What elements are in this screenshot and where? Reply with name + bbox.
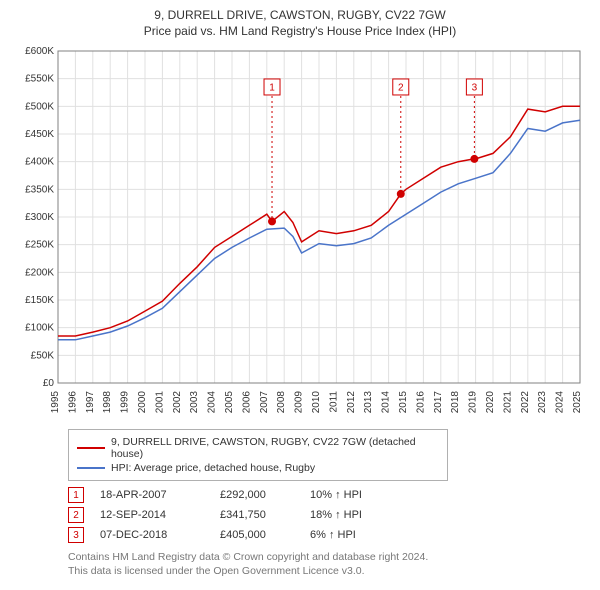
chart-svg: £0 £50K £100K £150K £200K £250K £300K £350K £400…	[10, 45, 590, 425]
svg-text:£100K: £100K	[25, 323, 54, 334]
legend-item-property: 9, DURRELL DRIVE, CAWSTON, RUGBY, CV22 7…	[77, 436, 439, 460]
svg-text:2003: 2003	[189, 391, 200, 414]
event-delta: 10% ↑ HPI	[310, 489, 390, 501]
svg-text:2021: 2021	[502, 391, 513, 414]
svg-text:2014: 2014	[381, 391, 392, 414]
event-date: 07-DEC-2018	[100, 529, 220, 541]
svg-text:2005: 2005	[224, 391, 235, 414]
svg-text:£550K: £550K	[25, 74, 54, 85]
svg-text:2010: 2010	[311, 391, 322, 414]
svg-text:2011: 2011	[328, 391, 339, 413]
svg-text:£600K: £600K	[25, 46, 54, 57]
event-date: 18-APR-2007	[100, 489, 220, 501]
svg-text:2024: 2024	[555, 391, 566, 414]
svg-text:2009: 2009	[294, 391, 305, 414]
svg-text:2025: 2025	[572, 391, 583, 414]
svg-text:2018: 2018	[450, 391, 461, 414]
svg-text:£0: £0	[43, 378, 55, 389]
svg-text:1: 1	[269, 83, 275, 94]
legend-swatch	[77, 447, 105, 449]
chart-title: 9, DURRELL DRIVE, CAWSTON, RUGBY, CV22 7…	[10, 8, 590, 39]
legend-item-hpi: HPI: Average price, detached house, Rugb…	[77, 462, 439, 474]
svg-text:2020: 2020	[485, 391, 496, 414]
svg-text:£500K: £500K	[25, 102, 54, 113]
svg-text:2008: 2008	[276, 391, 287, 414]
svg-text:2004: 2004	[207, 391, 218, 414]
event-price: £292,000	[220, 489, 310, 501]
svg-text:2023: 2023	[537, 391, 548, 414]
svg-text:1996: 1996	[67, 391, 78, 414]
svg-text:2012: 2012	[346, 391, 357, 414]
svg-text:£450K: £450K	[25, 129, 54, 140]
svg-text:2006: 2006	[241, 391, 252, 414]
svg-text:2013: 2013	[363, 391, 374, 414]
svg-text:1995: 1995	[50, 391, 61, 414]
legend-label: 9, DURRELL DRIVE, CAWSTON, RUGBY, CV22 7…	[111, 436, 439, 460]
svg-text:1997: 1997	[85, 391, 96, 414]
event-price: £405,000	[220, 529, 310, 541]
legend: 9, DURRELL DRIVE, CAWSTON, RUGBY, CV22 7…	[68, 429, 448, 481]
svg-text:2019: 2019	[468, 391, 479, 414]
event-delta: 18% ↑ HPI	[310, 509, 390, 521]
chart: £0 £50K £100K £150K £200K £250K £300K £350K £400…	[10, 45, 590, 425]
svg-text:2001: 2001	[154, 391, 165, 414]
event-badge: 1	[68, 487, 84, 503]
event-delta: 6% ↑ HPI	[310, 529, 390, 541]
svg-text:2017: 2017	[433, 391, 444, 414]
title-address: 9, DURRELL DRIVE, CAWSTON, RUGBY, CV22 7…	[10, 8, 590, 24]
svg-text:£250K: £250K	[25, 240, 54, 251]
event-price: £341,750	[220, 509, 310, 521]
svg-text:£350K: £350K	[25, 185, 54, 196]
legend-swatch	[77, 467, 105, 469]
svg-text:2007: 2007	[259, 391, 270, 414]
footer-line: Contains HM Land Registry data © Crown c…	[68, 551, 590, 565]
svg-text:£150K: £150K	[25, 295, 54, 306]
event-row: 3 07-DEC-2018 £405,000 6% ↑ HPI	[68, 527, 590, 543]
svg-text:£200K: £200K	[25, 268, 54, 279]
svg-text:3: 3	[472, 83, 478, 94]
svg-text:2: 2	[398, 83, 404, 94]
svg-text:2022: 2022	[520, 391, 531, 414]
footer: Contains HM Land Registry data © Crown c…	[68, 551, 590, 578]
event-row: 2 12-SEP-2014 £341,750 18% ↑ HPI	[68, 507, 590, 523]
svg-text:£50K: £50K	[31, 351, 55, 362]
event-badge: 2	[68, 507, 84, 523]
event-row: 1 18-APR-2007 £292,000 10% ↑ HPI	[68, 487, 590, 503]
svg-text:2000: 2000	[137, 391, 148, 414]
svg-text:1998: 1998	[102, 391, 113, 414]
events-table: 1 18-APR-2007 £292,000 10% ↑ HPI 2 12-SE…	[68, 487, 590, 543]
footer-line: This data is licensed under the Open Gov…	[68, 565, 590, 579]
svg-text:2015: 2015	[398, 391, 409, 414]
page-container: 9, DURRELL DRIVE, CAWSTON, RUGBY, CV22 7…	[0, 0, 600, 590]
svg-text:2016: 2016	[415, 391, 426, 414]
event-badge: 3	[68, 527, 84, 543]
legend-label: HPI: Average price, detached house, Rugb…	[111, 462, 315, 474]
svg-text:£400K: £400K	[25, 157, 54, 168]
svg-text:1999: 1999	[120, 391, 131, 414]
svg-text:2002: 2002	[172, 391, 183, 414]
svg-text:£300K: £300K	[25, 212, 54, 223]
event-date: 12-SEP-2014	[100, 509, 220, 521]
title-subtitle: Price paid vs. HM Land Registry's House …	[10, 24, 590, 40]
